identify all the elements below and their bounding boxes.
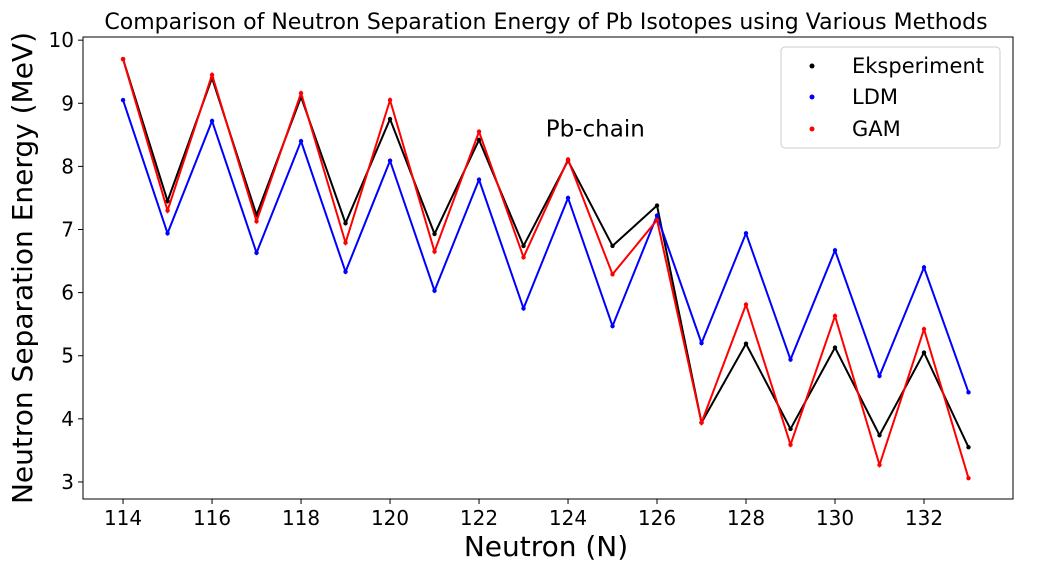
data-point-ldm [120,97,126,103]
y-axis-label: Neutron Separation Energy (MeV) [6,32,39,504]
y-tick-label: 7 [61,218,74,242]
data-point-gam [209,72,215,78]
x-tick-label: 122 [460,506,498,530]
data-point-eksperiment [343,220,348,226]
data-point-gam [432,249,437,254]
data-point-ldm [209,118,215,124]
data-point-gam [254,219,259,224]
data-point-eksperiment [387,116,393,122]
data-point-gam [966,475,971,481]
data-point-gam [565,157,571,162]
plot-frame [82,36,1014,500]
legend-label-ldm: LDM [852,85,898,109]
legend: Eksperiment LDM GAM [780,46,1001,149]
data-point-ldm [699,340,704,346]
x-tick-label: 114 [104,506,142,530]
data-point-eksperiment [476,137,482,143]
data-point-eksperiment [610,243,615,249]
data-point-eksperiment [743,341,749,346]
data-point-gam [699,420,704,425]
data-point-ldm [788,357,793,362]
data-point-ldm [743,231,749,236]
x-tick-label: 118 [282,506,320,530]
legend-marker-ldm [809,94,815,100]
y-tick-label: 3 [61,470,74,494]
data-point-gam [654,217,660,223]
x-tick-label: 126 [638,506,676,530]
data-point-gam [476,129,482,134]
data-point-eksperiment [877,433,882,438]
data-point-eksperiment [788,426,793,432]
data-point-ldm [387,158,393,163]
legend-marker-eksperiment [809,63,815,69]
data-point-ldm [476,177,482,182]
data-point-gam [387,97,393,103]
x-tick-label: 120 [371,506,409,530]
series-line-ldm [122,99,970,393]
data-point-ldm [343,269,348,274]
series-layer [120,56,971,481]
data-point-eksperiment [165,198,170,204]
data-point-eksperiment [654,203,660,208]
x-tick-label: 128 [727,506,765,530]
data-point-ldm [165,231,170,236]
y-tick-label: 9 [61,91,74,115]
data-point-gam [165,208,170,213]
series-line-gam [122,58,970,479]
data-point-gam [877,462,882,468]
y-tick-label: 6 [61,281,74,305]
data-point-gam [610,272,615,277]
data-point-eksperiment [432,231,437,237]
legend-label-gam: GAM [852,117,901,141]
data-point-eksperiment [521,243,526,249]
data-point-gam [832,313,838,319]
data-point-ldm [298,138,304,144]
y-axis: 3 4 5 6 7 8 9 10 [49,28,83,494]
y-tick-label: 5 [61,344,74,368]
data-point-ldm [966,390,971,395]
data-point-gam [120,56,126,62]
x-tick-label: 124 [549,506,587,530]
legend-label-eksperiment: Eksperiment [852,54,984,78]
data-point-ldm [654,213,660,218]
data-point-eksperiment [921,350,927,355]
legend-box [780,46,1001,149]
chart-title: Comparison of Neutron Separation Energy … [104,10,987,35]
data-point-ldm [254,250,259,256]
data-point-ldm [521,306,526,311]
series-line-eksperiment [122,58,970,448]
x-tick-label: 132 [905,506,943,530]
data-point-gam [298,90,304,96]
data-point-gam [521,255,526,260]
y-tick-label: 8 [61,154,74,178]
x-axis-label: Neutron (N) [464,530,628,563]
data-point-gam [343,240,348,245]
data-point-gam [921,327,927,332]
x-axis: 114 116 118 120 122 124 126 128 130 132 [104,499,943,530]
x-tick-label: 130 [816,506,854,530]
data-point-ldm [432,288,437,293]
data-point-ldm [832,248,838,253]
data-point-ldm [565,195,571,201]
data-point-ldm [877,373,882,379]
pb-chain-annotation: Pb-chain [546,117,645,143]
data-point-ldm [610,323,615,329]
x-tick-label: 116 [193,506,231,530]
data-point-gam [788,442,793,447]
legend-marker-gam [809,126,815,132]
data-point-gam [743,302,749,307]
data-point-eksperiment [966,445,971,450]
y-tick-label: 10 [49,28,74,52]
data-point-ldm [921,265,927,270]
y-tick-label: 4 [61,407,74,431]
data-point-eksperiment [832,345,838,350]
